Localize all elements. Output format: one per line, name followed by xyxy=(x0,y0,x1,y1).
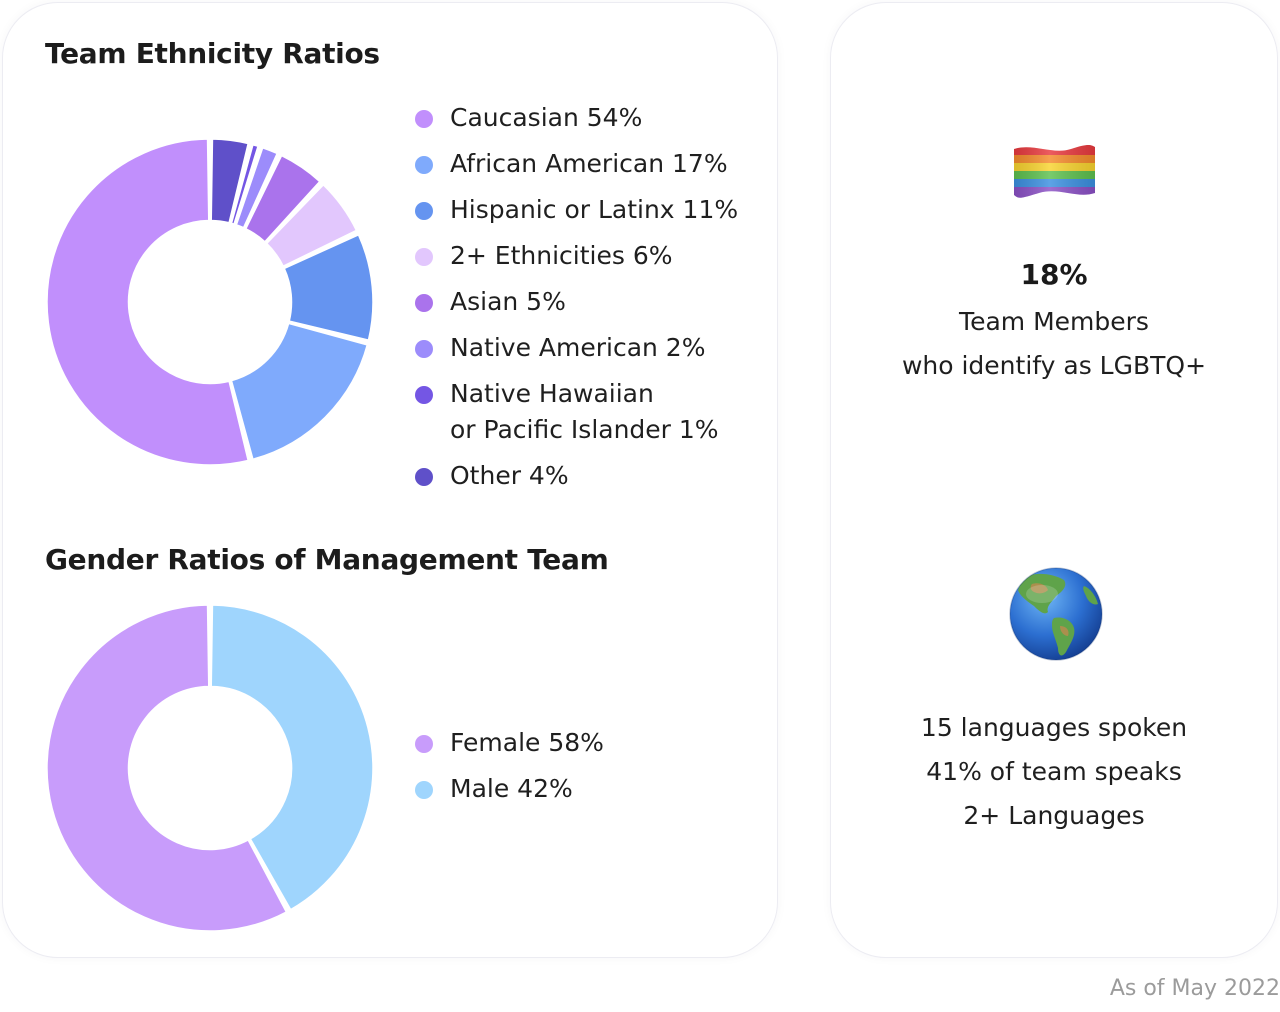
legend-dot xyxy=(415,468,433,486)
rainbow-flag-icon xyxy=(1014,145,1095,198)
slice-other xyxy=(210,138,249,224)
languages-line2: 41% of team speaks xyxy=(926,757,1182,786)
gender-legend: Female 58% Male 42% xyxy=(413,725,604,817)
slice-male xyxy=(210,604,374,911)
legend-dot xyxy=(415,781,433,799)
languages-line1: 15 languages spoken xyxy=(920,713,1188,742)
legend-dot xyxy=(415,156,433,174)
slice-female xyxy=(46,604,288,932)
ethnicity-donut-chart xyxy=(46,138,374,466)
legend-item-african: African American 17% xyxy=(413,146,738,182)
legend-item-native: Native American 2% xyxy=(413,330,738,366)
legend-dot xyxy=(415,110,433,128)
slice-caucasian xyxy=(46,138,249,466)
legend-dot xyxy=(415,248,433,266)
lgbtq-percent: 18% xyxy=(1020,258,1088,291)
legend-item-male: Male 42% xyxy=(413,771,604,807)
slice-native-american xyxy=(235,147,278,229)
languages-line3: 2+ Languages xyxy=(963,801,1145,830)
legend-label: Asian 5% xyxy=(450,287,566,316)
legend-dot xyxy=(415,735,433,753)
legend-item-asian: Asian 5% xyxy=(413,284,738,320)
legend-item-hispanic: Hispanic or Latinx 11% xyxy=(413,192,738,228)
legend-label: Other 4% xyxy=(450,461,569,490)
lgbtq-caption-line2: who identify as LGBTQ+ xyxy=(901,351,1207,380)
charts-card: Team Ethnicity Ratios Caucasian 54% Afric… xyxy=(2,2,778,958)
legend-label: Native Hawaiian or Pacific Islander 1% xyxy=(450,379,719,444)
legend-label: Hispanic or Latinx 11% xyxy=(450,195,739,224)
legend-dot xyxy=(415,386,433,404)
slice-african-american xyxy=(230,322,369,461)
legend-dot xyxy=(415,340,433,358)
ethnicity-chart-title: Team Ethnicity Ratios xyxy=(45,37,380,70)
legend-label: Native American 2% xyxy=(450,333,706,362)
legend-label: Male 42% xyxy=(450,774,573,803)
slice-asian xyxy=(245,154,321,243)
legend-label: African American 17% xyxy=(450,149,728,178)
gender-donut-chart xyxy=(46,604,374,932)
slice-hispanic-or-latinx xyxy=(283,234,374,341)
ethnicity-legend: Caucasian 54% African American 17% Hispani… xyxy=(413,100,738,504)
globe-icon xyxy=(1009,567,1103,661)
stats-card: 18% Team Members who identify as LGBTQ+ … xyxy=(830,2,1278,958)
legend-item-caucasian: Caucasian 54% xyxy=(413,100,738,136)
slice-native-hawaiian-or-pacific-islander xyxy=(230,143,259,225)
lgbtq-caption-line1: Team Members xyxy=(959,307,1149,336)
legend-item-other: Other 4% xyxy=(413,458,738,494)
legend-dot xyxy=(415,202,433,220)
slice-2-ethnicities xyxy=(265,184,358,267)
legend-item-native: Native Hawaiian or Pacific Islander 1% xyxy=(413,376,738,448)
legend-item-2: 2+ Ethnicities 6% xyxy=(413,238,738,274)
legend-dot xyxy=(415,294,433,312)
legend-label: Caucasian 54% xyxy=(450,103,643,132)
legend-label: Female 58% xyxy=(450,728,604,757)
as-of-date: As of May 2022 xyxy=(1109,976,1280,1001)
gender-chart-title: Gender Ratios of Management Team xyxy=(45,543,609,576)
legend-label: 2+ Ethnicities 6% xyxy=(450,241,673,270)
legend-item-female: Female 58% xyxy=(413,725,604,761)
